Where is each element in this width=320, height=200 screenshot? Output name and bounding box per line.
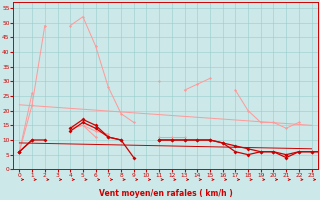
X-axis label: Vent moyen/en rafales ( km/h ): Vent moyen/en rafales ( km/h ) xyxy=(99,189,232,198)
